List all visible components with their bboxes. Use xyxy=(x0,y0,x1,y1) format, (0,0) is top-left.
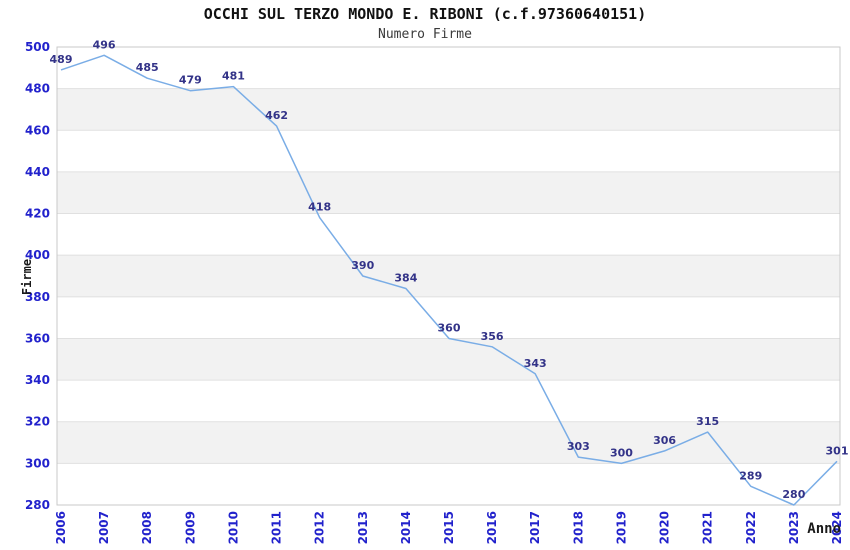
plot-border xyxy=(56,46,841,506)
x-tick-label: 2007 xyxy=(97,511,111,544)
data-label: 356 xyxy=(481,330,504,343)
x-tick-label: 2022 xyxy=(744,511,758,544)
data-label: 280 xyxy=(782,488,805,501)
x-axis-title: Anno xyxy=(807,521,841,537)
plot-band xyxy=(57,338,840,381)
x-tick-label: 2016 xyxy=(485,511,499,544)
x-tick-label: 2017 xyxy=(528,511,542,544)
x-tick-label: 2021 xyxy=(701,511,715,544)
x-tick-label: 2012 xyxy=(313,511,327,544)
data-label: 496 xyxy=(93,38,116,51)
y-tick-label: 340 xyxy=(25,373,50,387)
x-tick-label: 2014 xyxy=(399,511,413,544)
y-tick-label: 300 xyxy=(25,456,50,470)
y-tick-label: 320 xyxy=(25,415,50,429)
plot-band xyxy=(57,171,840,214)
data-label: 306 xyxy=(653,434,676,447)
data-label: 479 xyxy=(179,74,202,87)
data-label: 300 xyxy=(610,446,633,459)
x-tick-label: 2009 xyxy=(183,511,197,544)
plot-band xyxy=(57,255,840,297)
data-label: 481 xyxy=(222,70,245,83)
x-tick-label: 2008 xyxy=(140,511,154,544)
x-tick-label: 2020 xyxy=(658,511,672,544)
y-tick-label: 400 xyxy=(25,248,50,262)
x-tick-label: 2010 xyxy=(226,511,240,544)
x-tick-label: 2006 xyxy=(54,511,68,544)
y-tick-label: 280 xyxy=(25,498,50,512)
data-label: 418 xyxy=(308,201,331,214)
x-tick-label: 2011 xyxy=(270,511,284,544)
data-label: 462 xyxy=(265,109,288,122)
series-line xyxy=(60,54,838,506)
chart-title: OCCHI SUL TERZO MONDO E. RIBONI (c.f.973… xyxy=(203,5,647,23)
x-tick-label: 2018 xyxy=(571,511,585,544)
x-tick-label: 2013 xyxy=(356,511,370,544)
chart-subtitle: Numero Firme xyxy=(378,27,472,42)
plot-band xyxy=(57,421,840,464)
x-tick-label: 2024 xyxy=(830,511,844,544)
data-label: 301 xyxy=(826,444,849,457)
y-tick-label: 480 xyxy=(25,82,50,96)
x-tick-label: 2023 xyxy=(787,511,801,544)
x-tick-label: 2015 xyxy=(442,511,456,544)
y-tick-label: 420 xyxy=(25,207,50,221)
y-tick-label: 460 xyxy=(25,123,50,137)
y-tick-label: 440 xyxy=(25,165,50,179)
data-label: 390 xyxy=(351,259,374,272)
plot-band xyxy=(57,88,840,131)
data-label: 384 xyxy=(394,271,417,284)
data-label: 360 xyxy=(438,321,461,334)
y-tick-label: 500 xyxy=(25,40,50,54)
x-tick-label: 2019 xyxy=(614,511,628,544)
y-tick-label: 360 xyxy=(25,331,50,345)
data-label: 343 xyxy=(524,357,547,370)
y-tick-label: 380 xyxy=(25,290,50,304)
data-label: 485 xyxy=(136,61,159,74)
data-label: 489 xyxy=(50,53,73,66)
data-label: 303 xyxy=(567,440,590,453)
y-axis-title: Firme xyxy=(20,259,34,295)
data-label: 289 xyxy=(739,469,762,482)
data-label: 315 xyxy=(696,415,719,428)
